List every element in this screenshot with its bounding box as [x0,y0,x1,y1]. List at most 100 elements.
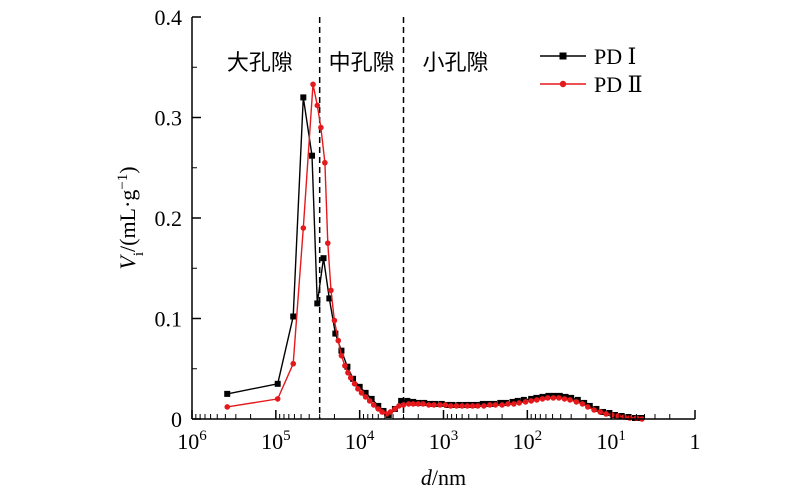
data-point-circle [392,406,398,412]
data-point-circle [405,401,412,407]
data-point-circle [464,403,471,409]
data-point-circle [387,409,394,415]
x-tick-base: 10 [345,429,367,454]
data-point-circle [335,337,342,344]
data-point-circle [362,394,369,400]
data-point-circle [528,398,534,404]
data-point-circle [370,402,377,408]
x-tick-base: 10 [177,429,199,454]
data-point-circle [499,402,505,408]
legend: PD Ⅰ PD Ⅱ [540,44,643,97]
data-point-circle [300,225,307,231]
x-tick-exponent: 5 [283,428,291,444]
x-tick-label: 102 [513,428,543,454]
data-point-circle [474,403,481,409]
data-point-square [600,408,607,415]
data-point-square [290,313,297,320]
x-axis-title-unit: /nm [432,465,466,490]
data-point-circle [290,360,297,367]
ticks: 106 105 104 103 102 101 100.10.20.30.4 [155,5,701,454]
y-tick-label: 0 [171,407,182,432]
data-point-circle [447,403,454,409]
legend-marker-pd1 [559,52,567,60]
region-label-micropore: 小孔隙 [422,51,488,76]
data-point-square [456,401,463,408]
data-point-circle [322,159,328,166]
data-point-circle [505,401,511,407]
data-point-circle [584,404,591,410]
data-point-circle [516,400,523,406]
data-point-circle [469,403,476,409]
data-point-circle [342,362,348,369]
data-point-circle [379,409,385,415]
x-tick-label: 103 [429,428,459,454]
legend-marker-pd2 [559,80,567,88]
data-point-square [224,390,231,397]
y-tick-label: 0.2 [155,206,183,231]
x-tick-label: 101 [596,428,626,454]
data-point-circle [415,401,422,407]
data-point-circle [481,403,487,409]
legend-label-pd2: PD Ⅱ [594,72,643,97]
labels: 大孔隙 中孔隙 小孔隙 d/nm Vi/(mL·g−1) [115,51,489,490]
y-axis-title-sub: i [131,252,147,256]
data-point-square [368,395,375,402]
data-point-square [398,397,405,404]
data-point-circle [539,396,546,402]
region-label-mesopore: 中孔隙 [329,51,395,76]
data-point-square [300,94,307,101]
data-point-square [274,380,281,387]
data-point-circle [431,402,437,408]
x-tick-exponent: 2 [535,428,543,444]
data-point-square [314,300,321,307]
data-point-square [404,397,411,404]
data-point-square [320,255,327,262]
data-point-circle [437,402,443,408]
data-point-circle [324,240,331,246]
x-tick-base: 10 [513,429,535,454]
x-tick-exponent: 6 [199,428,207,444]
data-point-circle [396,403,402,409]
data-point-circle [550,395,557,401]
data-point-circle [420,401,426,407]
data-point-circle [358,390,365,396]
data-point-square [332,330,339,337]
x-tick-label: 105 [261,428,291,454]
data-point-circle [310,81,316,88]
data-point-circle [487,402,493,408]
data-point-square [309,152,316,159]
data-point-circle [351,381,358,387]
y-axis-title-sup: −1 [115,174,131,190]
data-point-circle [442,402,449,408]
data-point-circle [459,403,465,409]
boundary-lines [318,17,405,419]
legend-label-pd1: PD Ⅰ [594,44,636,69]
data-point-circle [534,397,540,403]
y-axis-title-unit: /(mL·g [115,190,140,252]
y-axis-title: Vi/(mL·g−1) [115,166,147,269]
data-point-circle [328,287,334,294]
data-point-circle [338,352,345,359]
data-point-circle [573,399,580,405]
x-tick-label: 106 [177,428,207,454]
data-point-circle [347,374,354,381]
x-tick-label: 104 [345,428,375,454]
data-point-circle [579,401,586,407]
data-point-circle [597,409,604,415]
data-point-circle [615,413,621,419]
data-point-circle [274,396,281,402]
data-point-square [362,389,369,396]
data-point-circle [591,407,597,413]
x-tick-base: 10 [429,429,451,454]
x-tick-base: 10 [596,429,618,454]
x-axis-title: d/nm [421,465,466,490]
data-point-circle [453,403,460,409]
data-point-circle [400,402,407,408]
data-point-square [326,295,333,302]
data-point-circle [561,396,568,402]
x-axis-title-var: d [421,465,433,490]
data-point-square [338,347,345,354]
data-point-circle [511,401,517,407]
